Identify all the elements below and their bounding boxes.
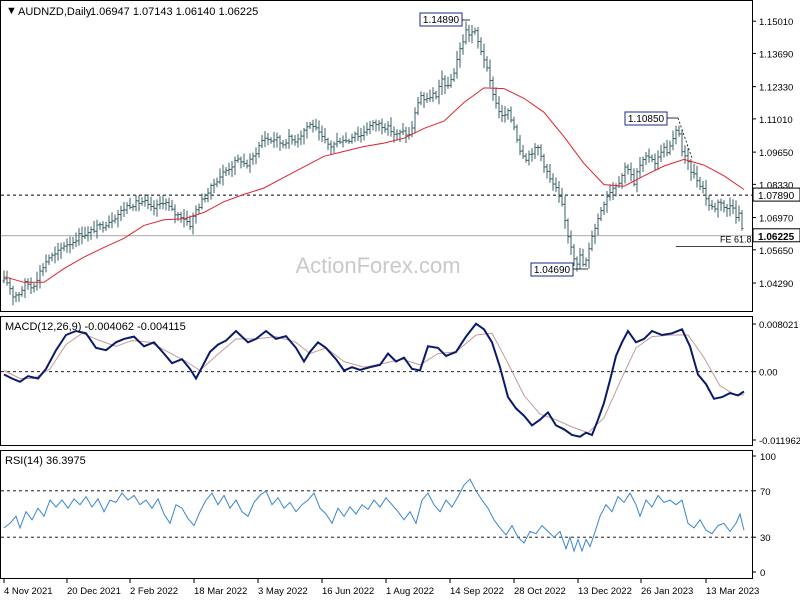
macd-indicator-label: MACD(12,26,9) -0.004062 -0.004115	[5, 321, 186, 333]
price-label-box	[624, 111, 668, 126]
macd-axis-tick: 0.00	[759, 368, 778, 379]
moving-average-line	[3, 87, 745, 283]
price-label-1.14890: 1.14890	[423, 15, 460, 26]
price-label-box	[530, 262, 574, 277]
price-axis-tick: 1.04290	[759, 279, 793, 290]
moving-average-group	[3, 87, 745, 283]
price-labels-group: 1.14890 1.10850 1.04690	[419, 12, 693, 277]
rsi-indicator-label: RSI(14) 36.3975	[5, 455, 86, 467]
price-axis-tick: 1.15010	[759, 17, 793, 28]
fe-label: FE 61.8	[720, 235, 752, 245]
macd-main-line	[3, 322, 745, 438]
time-axis-tick: 26 Jan 2023	[641, 586, 693, 597]
time-axis-tick: 28 Oct 2022	[514, 586, 566, 597]
macd-signal-line	[3, 332, 745, 434]
price-axis-marker-box	[752, 228, 800, 243]
price-axis-tick: 1.06970	[759, 214, 793, 225]
price-horizontal-lines: FE 61.8	[1, 194, 752, 247]
dashed-projection-line	[677, 117, 693, 159]
price-axis-tick: 1.08330	[759, 180, 793, 191]
time-axis-tick: 14 Sep 2022	[450, 586, 504, 597]
price-axis-marker-box	[752, 187, 800, 202]
rsi-panel-frame	[0, 450, 753, 579]
time-axis-tick: 4 Nov 2021	[4, 586, 53, 597]
time-axis-tick: 3 May 2022	[258, 586, 308, 597]
price-label-box	[419, 12, 463, 27]
time-axis-tick: 2 Feb 2022	[130, 586, 178, 597]
price-axis: 1.15010 1.13690 1.12330 1.11010 1.09650 1.083…	[752, 17, 800, 290]
macd-lines-group	[3, 322, 745, 438]
price-label-1.10850: 1.10850	[628, 114, 665, 125]
price-axis-tick: 1.09650	[759, 148, 793, 159]
price-axis-tick: 1.12330	[759, 83, 793, 94]
rsi-axis-tick: 70	[760, 487, 771, 498]
price-axis-tick: 1.05650	[759, 246, 793, 257]
price-label-1.04690: 1.04690	[534, 265, 571, 276]
price-axis-marker-1.07890: 1.07890	[758, 191, 795, 202]
rsi-level-lines	[1, 490, 752, 538]
time-axis-tick: 16 Jun 2022	[322, 586, 374, 597]
rsi-axis-tick: 30	[760, 533, 771, 544]
rsi-axis-tick: 0	[760, 568, 765, 579]
price-panel-frame	[0, 0, 753, 312]
macd-panel-frame	[0, 316, 753, 446]
rsi-axis-tick: 100	[760, 452, 776, 463]
symbol-timeframe-label: AUDNZD,Daily	[18, 6, 92, 18]
rsi-line	[3, 478, 745, 553]
time-axis-tick: 20 Dec 2021	[67, 586, 121, 597]
time-axis-tick: 18 Mar 2022	[194, 586, 247, 597]
rsi-axis: 100 70 30 0	[752, 452, 776, 579]
price-axis-marker-1.06225: 1.06225	[758, 232, 795, 243]
macd-axis: 0.008021 0.00 -0.011962	[752, 320, 800, 447]
time-axis-tick: 13 Dec 2022	[578, 586, 632, 597]
macd-axis-tick: -0.011962	[759, 436, 800, 447]
time-axis: 4 Nov 2021 20 Dec 2021 2 Feb 2022 18 Mar 20…	[3, 579, 759, 597]
time-axis-tick: 1 Aug 2022	[386, 586, 434, 597]
price-axis-tick: 1.11010	[759, 115, 793, 126]
watermark-text: ActionForex.com	[295, 253, 460, 278]
rsi-line-group	[3, 478, 745, 553]
ohlc-values: 1.06947 1.07143 1.06140 1.06225	[90, 6, 258, 18]
price-bars-group	[2, 21, 744, 306]
price-axis-tick: 1.13690	[759, 49, 793, 60]
symbol-dropdown-icon[interactable]: ▼	[6, 5, 17, 17]
time-axis-tick: 13 Mar 2023	[706, 586, 759, 597]
macd-axis-tick: 0.008021	[759, 320, 799, 331]
